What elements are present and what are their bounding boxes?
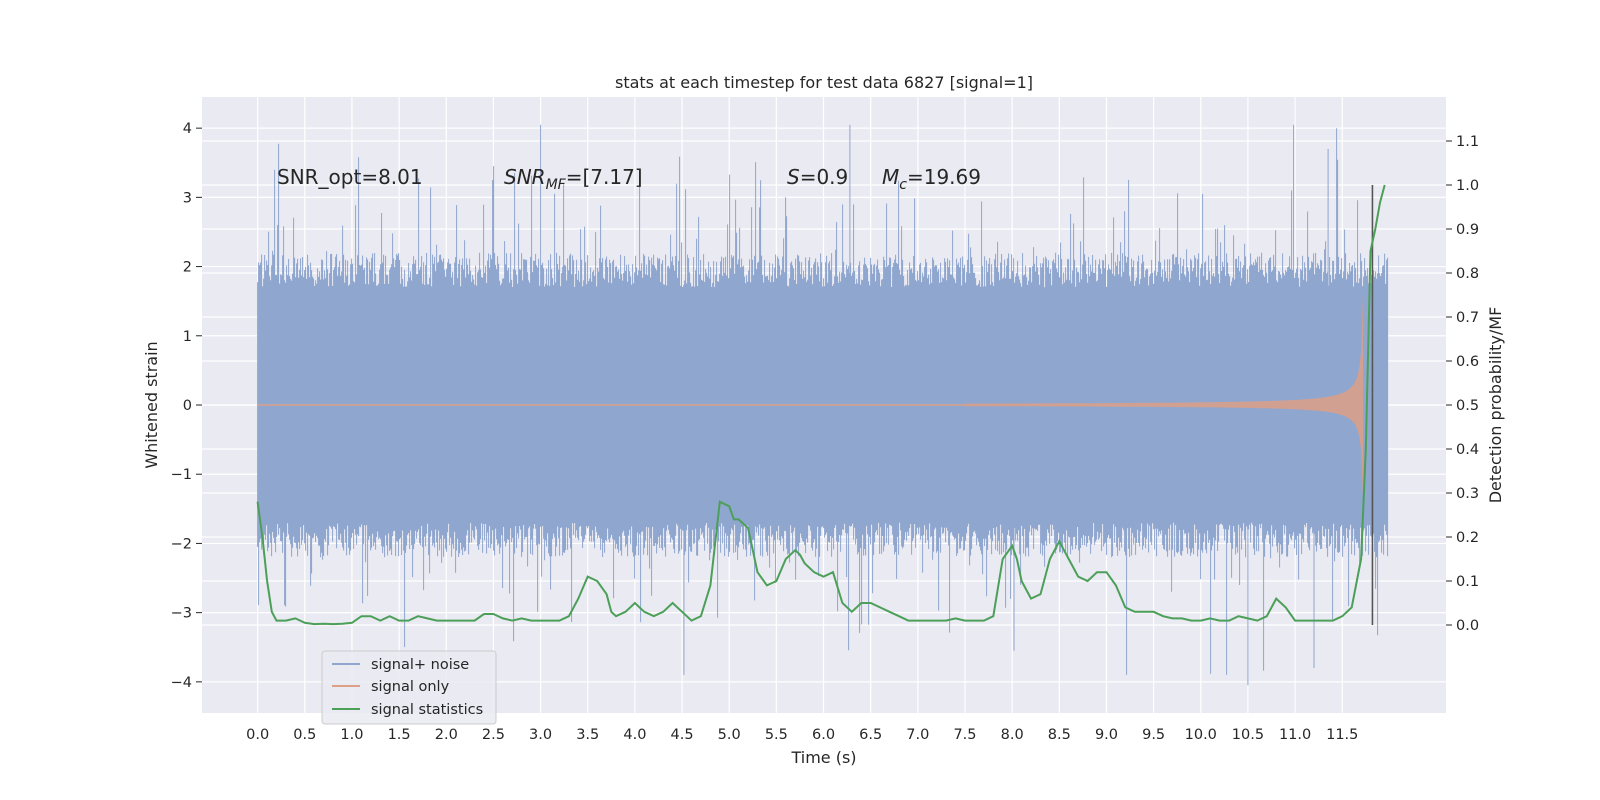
y2-tick-label: 0.6: [1456, 354, 1479, 370]
annotation-mc: Mc=19.69: [882, 165, 981, 193]
legend-label-signal-statistics: signal statistics: [371, 702, 483, 718]
x-tick-label: 2.5: [482, 727, 505, 743]
x-tick-label: 3.0: [529, 727, 552, 743]
x-tick-label: 10.5: [1232, 727, 1264, 743]
y2-tick-label: 0.1: [1456, 574, 1479, 590]
x-tick-label: 9.5: [1142, 727, 1165, 743]
legend-label-signal-noise: signal+ noise: [371, 657, 469, 673]
legend: signal+ noise signal only signal statist…: [321, 650, 497, 725]
y2-tick-label: 1.1: [1456, 134, 1479, 150]
x-tick-label: 9.0: [1095, 727, 1118, 743]
y2-tick-label: 0.0: [1456, 618, 1479, 634]
x-tick-label: 5.5: [765, 727, 788, 743]
x-tick-label: 0.5: [293, 727, 316, 743]
annotation-snr-opt: SNR_opt=8.01: [277, 165, 423, 189]
x-tick-label: 2.0: [435, 727, 458, 743]
y-tick-label: 3: [183, 190, 192, 206]
y2-tick-label: 0.9: [1456, 222, 1479, 238]
x-axis-ticks: 0.0 0.5 1.0 1.5 2.0 2.5 3.0 3.5 4.0 4.5 5.0 5.5 6.0 6…: [246, 727, 1358, 743]
y-axis-right-label: Detection probability/MF: [1486, 307, 1505, 504]
mc-symbol: M: [882, 165, 899, 189]
x-tick-label: 4.5: [671, 727, 694, 743]
y-tick-label: 2: [183, 260, 192, 276]
annotation-s: S=0.9: [787, 165, 848, 189]
y2-tick-label: 0.4: [1456, 442, 1479, 458]
x-tick-label: 1.0: [340, 727, 363, 743]
legend-box: [321, 650, 497, 725]
annotations: SNR_opt=8.01 SNRMF=[7.17] S=0.9 Mc=19.69: [277, 165, 981, 193]
snr-mf-subscript: MF: [546, 177, 567, 193]
y2-tick-label: 0.8: [1456, 266, 1479, 282]
mc-subscript: c: [899, 177, 907, 193]
snr-mf-base: SNR: [504, 165, 546, 189]
y-tick-label: −4: [171, 675, 192, 691]
y-axis-left-label: Whitened strain: [142, 341, 161, 468]
x-tick-label: 0.0: [246, 727, 269, 743]
y2-tick-label: 1.0: [1456, 178, 1479, 194]
y-tick-label: 1: [183, 329, 192, 345]
y-tick-label: 4: [183, 121, 192, 137]
x-tick-label: 4.0: [623, 727, 646, 743]
x-tick-label: 10.0: [1185, 727, 1217, 743]
x-tick-label: 1.5: [388, 727, 411, 743]
s-value: =0.9: [800, 165, 849, 189]
x-tick-label: 3.5: [576, 727, 599, 743]
x-tick-label: 6.0: [812, 727, 835, 743]
y2-tick-label: 0.3: [1456, 486, 1479, 502]
chart-title: stats at each timestep for test data 682…: [615, 73, 1033, 92]
y-tick-label: −1: [171, 467, 192, 483]
y-tick-label: 0: [183, 398, 192, 414]
annotation-snr-mf: SNRMF=[7.17]: [504, 165, 643, 193]
x-tick-label: 11.0: [1279, 727, 1311, 743]
legend-label-signal-only: signal only: [371, 679, 450, 695]
s-symbol: S: [787, 165, 800, 189]
signal-statistics-line: [256, 184, 1386, 626]
y-axis-left-ticks: 4 3 2 1 0 −1 −2 −3 −4: [171, 121, 202, 691]
x-tick-label: 11.5: [1326, 727, 1358, 743]
signal-only-series: [257, 294, 1363, 500]
snr-mf-value: =[7.17]: [566, 165, 643, 189]
x-tick-label: 8.5: [1048, 727, 1071, 743]
y-axis-right-ticks: 1.1 1.0 0.9 0.8 0.7 0.6 0.5 0.4 0.3 0.2 0.1 0.0: [1446, 134, 1479, 634]
y-tick-label: −3: [171, 606, 192, 622]
y2-tick-label: 0.5: [1456, 398, 1479, 414]
x-tick-label: 7.0: [906, 727, 929, 743]
y2-tick-label: 0.2: [1456, 530, 1479, 546]
x-tick-label: 7.5: [953, 727, 976, 743]
x-tick-label: 6.5: [859, 727, 882, 743]
x-axis-label: Time (s): [790, 748, 856, 767]
x-tick-label: 8.0: [1001, 727, 1024, 743]
x-tick-label: 5.0: [718, 727, 741, 743]
y-tick-label: −2: [171, 536, 192, 552]
mc-value: =19.69: [907, 165, 981, 189]
y2-tick-label: 0.7: [1456, 310, 1479, 326]
